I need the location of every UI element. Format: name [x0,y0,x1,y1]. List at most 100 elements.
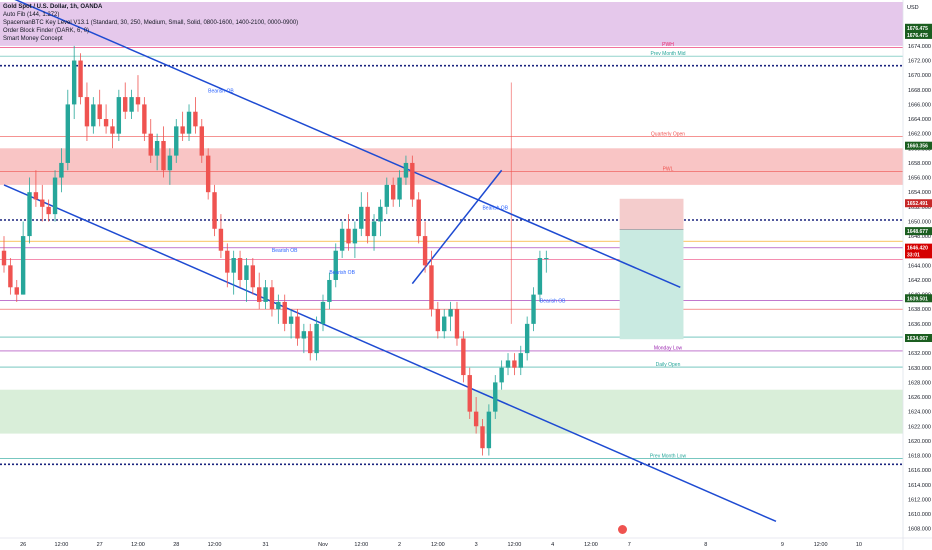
trendline-1 [3,184,777,523]
candle-body [180,126,185,134]
candle-body [205,155,211,193]
price-tick-label: 1612.000 [908,497,931,503]
indicator-key-level[interactable]: SpacemanBTC Key Level V13.1 (Standard, 3… [3,20,299,26]
candle-body [518,353,523,368]
price-tick-label: 1614.000 [908,483,931,489]
price-tick-label: 1648.000 [908,234,931,240]
indicator-smart-money[interactable]: Smart Money Concept [3,36,63,42]
indicator-auto-fib[interactable]: Auto Fib (144, 1.272) [3,12,60,18]
price-tick-label: 1664.000 [908,117,931,123]
price-tag-label: 1652.491 [907,201,928,207]
candle [257,272,262,310]
candle-body [276,301,281,310]
price-tag: 1676.475 [905,30,932,39]
candle [269,279,275,317]
price-tick-label: 1650.000 [908,219,931,225]
price-tick-label: 1644.000 [908,263,931,269]
time-tick-label: 2 [398,542,401,548]
order-block-label: Bearish OB [329,270,355,276]
candle [524,316,530,361]
candle-body [282,301,287,324]
candle [263,279,268,310]
candle-body [269,287,275,310]
candle [180,111,185,141]
candle-body [288,316,294,324]
candle-body [78,60,83,98]
time-tick-label: 12:00 [584,542,598,548]
candle-body [186,111,192,134]
price-tag-label: 1676.475 [907,33,928,39]
key-level-label: PWH [662,42,674,48]
price-tick-label: 1624.000 [908,410,931,416]
candle-body [390,184,396,200]
candle [46,199,51,222]
candle [346,214,351,251]
candle [339,221,345,259]
time-tick-label: 9 [781,542,784,548]
price-tick-label: 1668.000 [908,88,931,94]
candle-body [142,104,147,134]
price-tag: 1639.501 [905,294,932,303]
candle [493,375,498,419]
candle-body [263,287,268,302]
candle-body [422,236,428,266]
candle-body [308,331,313,354]
price-tag: 1652.491 [905,199,932,208]
candle [84,82,90,141]
order-block-label: Bearish OB [540,299,566,305]
candle [390,177,396,207]
price-tag-label: 33:01 [907,252,920,258]
time-tick-label: 12:00 [431,542,445,548]
candle-body [295,316,300,339]
candle-body [257,287,262,302]
price-tick-label: 1662.000 [908,132,931,138]
candle [531,287,536,332]
price-tag: 1634.067 [905,334,932,343]
candle-body [33,192,39,200]
candle-body [91,104,96,127]
price-tag-bg [905,141,932,150]
order-block-label: Bearish OB [208,89,234,95]
candle [27,177,32,244]
key-level-label: Monday Low [654,346,683,352]
price-tick-label: 1658.000 [908,161,931,167]
candle [448,301,453,332]
candle [52,170,58,222]
candle [110,119,115,149]
trendline-0 [14,0,681,288]
candle [8,258,13,295]
candle [250,258,256,295]
candle [237,250,243,288]
candle-body [448,309,453,317]
candle [397,170,402,207]
price-tick-label: 1620.000 [908,439,931,445]
chart-legend: Gold Spot / U.S. Dollar, 1h, OANDA Auto … [3,3,298,43]
candle [148,119,153,163]
candle-body [103,119,109,127]
candle [1,236,7,273]
candle [103,104,109,134]
price-tick-label: 1638.000 [908,307,931,313]
price-tick-label: 1622.000 [908,424,931,430]
price-tag: 33:01 [905,250,932,259]
indicator-order-block-finder[interactable]: Order Block Finder (DARK, 6, 0) [3,28,90,34]
candle [123,82,128,120]
candle-body [212,192,217,229]
candle-body [174,126,179,156]
price-tag-bg [905,250,932,259]
candle [161,126,166,178]
candle-body [359,206,364,229]
candle-body [384,184,389,207]
time-tick-label: Nov [318,542,328,548]
price-tick-label: 1630.000 [908,366,931,372]
price-tag-label: 1646.420 [907,246,928,252]
candle [499,360,504,390]
us-flag-icon[interactable] [617,524,628,535]
candle-body [46,206,51,215]
price-tick-label: 1626.000 [908,395,931,401]
candle-body [544,258,549,260]
